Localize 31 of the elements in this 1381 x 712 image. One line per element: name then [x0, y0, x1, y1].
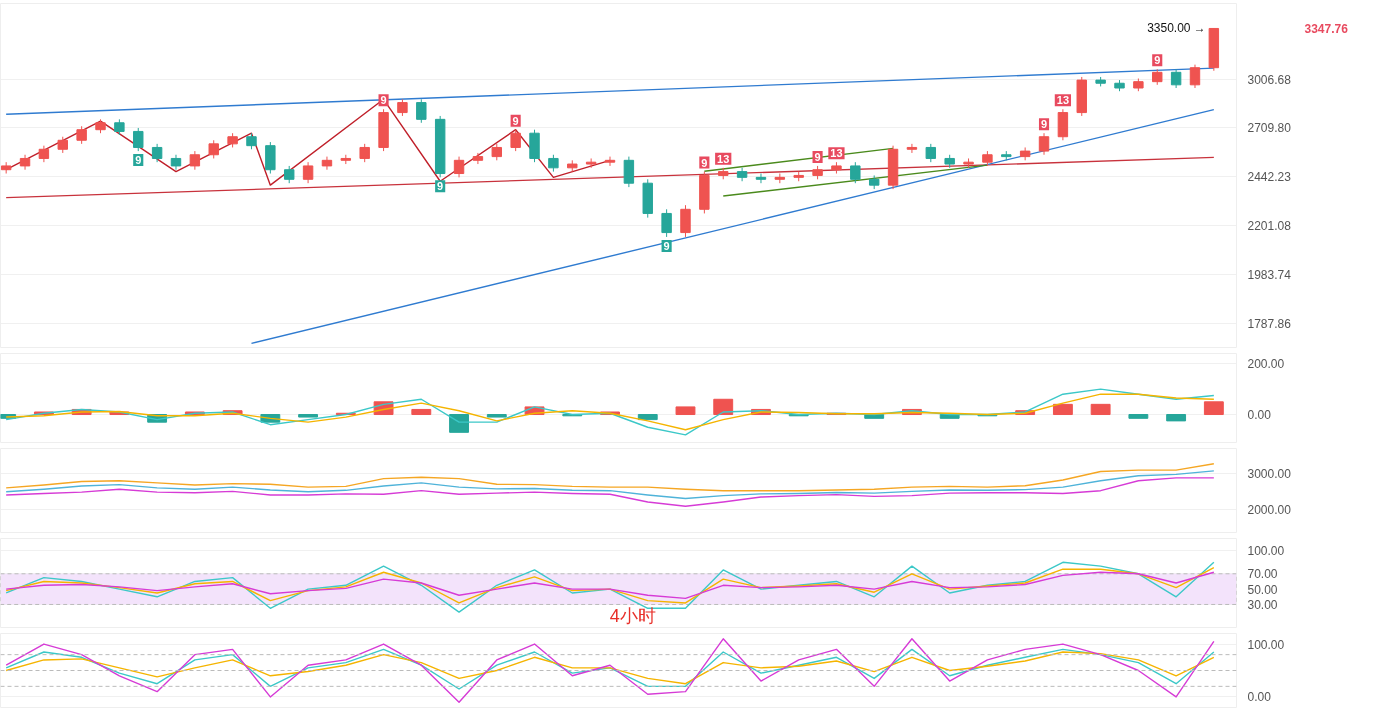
annotation: 9 [1040, 118, 1048, 131]
y-tick-label: 200.00 [1247, 357, 1285, 372]
annotation: 9 [512, 114, 519, 127]
y-tick-label: 2000.00 [1247, 502, 1292, 517]
annotation: 4小时 [609, 605, 656, 626]
y-tick-label: 3000.00 [1247, 467, 1292, 482]
text: 3347.76 [1304, 21, 1349, 36]
y-tick-label: 70.00 [1247, 567, 1278, 582]
annotation: 9 [135, 154, 142, 167]
annotation: 9 [380, 94, 387, 107]
annotation: 13 [830, 147, 843, 160]
y-tick-label: 1983.74 [1247, 268, 1292, 283]
y-tick-label: 100.00 [1247, 637, 1285, 652]
y-tick-label: 2201.08 [1247, 219, 1292, 234]
y-tick-label: 2709.80 [1247, 121, 1292, 136]
annotation: 9 [437, 180, 444, 193]
annotation: 13 [1056, 94, 1070, 107]
y-tick-label: 1787.86 [1247, 317, 1292, 332]
y-tick-label: 2442.23 [1247, 170, 1292, 185]
y-tick-label: 0.00 [1247, 690, 1272, 705]
annotation: 9 [814, 150, 821, 163]
annotation: 3350.00 → [1147, 21, 1206, 36]
annotation: 9 [1154, 54, 1161, 67]
y-tick-label: 100.00 [1247, 544, 1285, 559]
y-tick-label: 3006.68 [1247, 72, 1292, 87]
annotation: 9 [701, 156, 708, 169]
y-tick-label: 30.00 [1247, 597, 1278, 612]
annotation: 13 [717, 152, 730, 165]
y-tick-label: 50.00 [1247, 582, 1278, 597]
y-tick-label: 0.00 [1247, 408, 1272, 423]
annotation: 9 [663, 239, 670, 252]
